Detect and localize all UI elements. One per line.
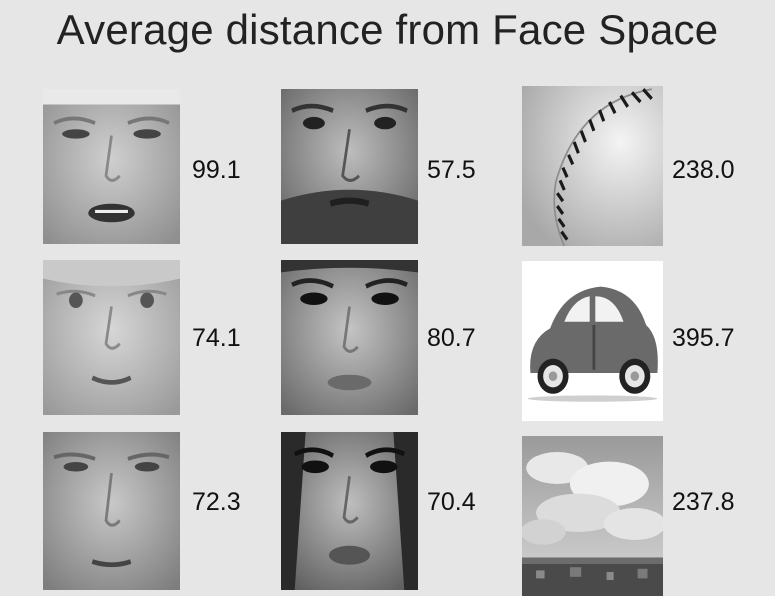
distance-value: 99.1 <box>192 156 241 184</box>
face-image <box>281 260 418 415</box>
distance-value: 395.7 <box>672 324 735 352</box>
distance-value: 57.5 <box>427 156 476 184</box>
distance-value: 72.3 <box>192 488 241 516</box>
clouds-landscape-image <box>522 436 663 596</box>
distance-value: 238.0 <box>672 156 735 184</box>
face-image <box>43 89 180 244</box>
distance-value: 74.1 <box>192 324 241 352</box>
face-image <box>43 260 180 415</box>
baseball-image <box>522 86 663 246</box>
face-image <box>43 432 180 590</box>
slide-title: Average distance from Face Space <box>56 6 719 53</box>
face-image <box>281 432 418 590</box>
distance-value: 237.8 <box>672 488 735 516</box>
distance-value: 80.7 <box>427 324 476 352</box>
car-image <box>522 261 663 421</box>
distance-value: 70.4 <box>427 488 476 516</box>
face-image <box>281 89 418 244</box>
